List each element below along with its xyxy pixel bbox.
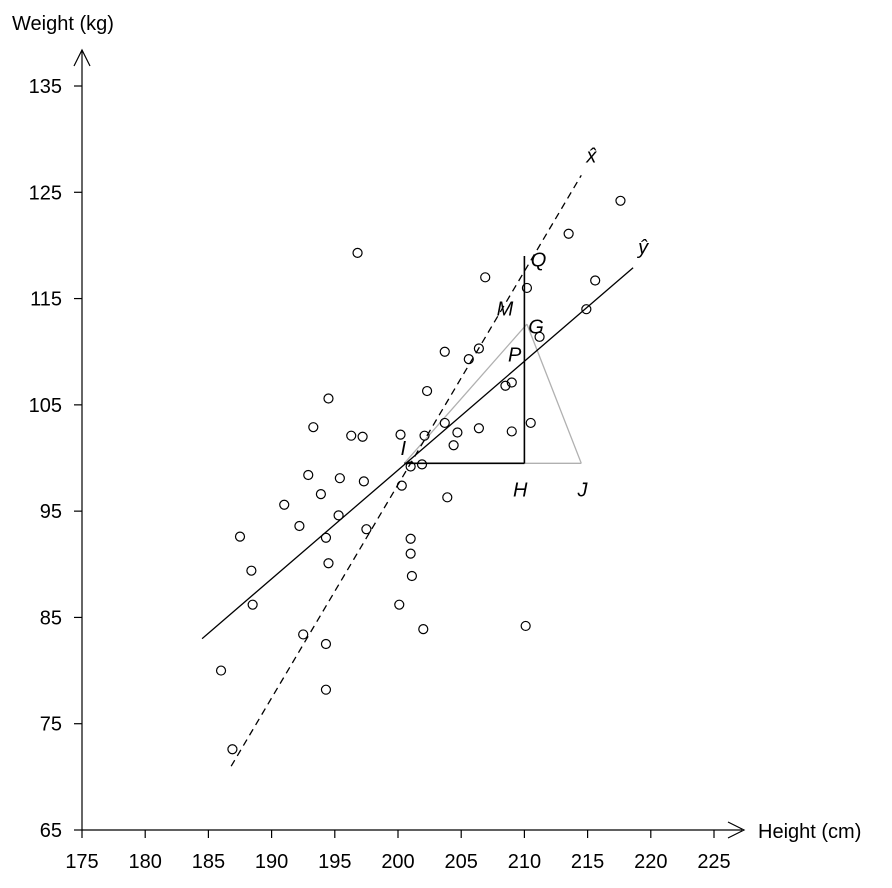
data-point (439, 346, 450, 357)
data-point (473, 423, 484, 434)
x-tick-label: 195 (318, 851, 351, 873)
data-point (418, 624, 429, 635)
data-point (405, 461, 416, 472)
data-point (234, 531, 246, 542)
data-point (419, 430, 430, 441)
data-point (452, 427, 463, 438)
x-tick-label: 185 (192, 851, 225, 873)
axes: Height (cm) Weight (kg) (12, 13, 861, 843)
data-point (416, 459, 428, 470)
y-tick-label: 105 (29, 395, 62, 417)
annotation-label: H (513, 479, 528, 501)
y-tick-label: 75 (40, 714, 62, 736)
x-tick-label: 215 (571, 851, 604, 873)
data-point (303, 469, 314, 481)
data-point (246, 565, 257, 576)
data-point (506, 377, 517, 388)
data-point (463, 354, 474, 365)
regression-lines (201, 174, 634, 767)
data-point (346, 430, 357, 441)
x-tick-label: 220 (634, 851, 667, 873)
data-point (298, 629, 309, 640)
data-point (581, 304, 592, 315)
y-tick-label: 65 (40, 820, 62, 842)
data-point (439, 417, 450, 429)
data-point (448, 440, 459, 451)
data-point (421, 385, 433, 397)
data-point (534, 331, 545, 342)
annotation-label: P (508, 344, 522, 366)
x-tick-label: 200 (381, 851, 414, 873)
data-point (333, 510, 344, 521)
x-tick-label: 175 (65, 851, 98, 873)
data-point (247, 599, 258, 610)
regression-line-x-hat (230, 174, 582, 767)
x-axis-arrow (727, 821, 746, 839)
annotation-label: G (528, 317, 544, 339)
x-tick-label: 205 (445, 851, 478, 873)
annotation-label: x̂ (585, 146, 597, 168)
data-point (323, 393, 334, 404)
data-point (308, 422, 319, 433)
annotation-label: Q (531, 250, 547, 272)
data-point (215, 665, 227, 676)
data-point (358, 476, 369, 487)
data-points (215, 195, 626, 755)
data-point (480, 272, 491, 283)
data-point (334, 473, 345, 484)
data-point (320, 532, 332, 543)
y-tick-label: 125 (29, 182, 62, 204)
x-tick-label: 225 (697, 851, 730, 873)
data-point (590, 275, 601, 286)
data-point (396, 480, 407, 491)
x-tick-label: 210 (508, 851, 541, 873)
y-tick-label: 135 (29, 76, 62, 98)
annotations: Q MGP I H Jx̂ ŷ (401, 146, 650, 502)
y-tick-label: 95 (40, 501, 62, 523)
data-point (227, 744, 238, 755)
x-axis-title: Height (cm) (758, 821, 861, 843)
y-tick-label: 85 (40, 607, 62, 629)
y-tick-label: 115 (30, 289, 62, 311)
data-point (473, 343, 484, 354)
y-ticks: 65 75 85 95 105 115 125 135 (29, 76, 82, 842)
construction-gray-segment (526, 323, 582, 464)
x-tick-label: 190 (255, 851, 288, 873)
data-point (405, 548, 416, 559)
data-point (320, 684, 332, 695)
data-point (279, 499, 290, 510)
data-point (323, 558, 334, 569)
data-point (320, 638, 332, 650)
data-point (525, 417, 536, 429)
data-point (395, 429, 406, 440)
regression-line-y-hat (201, 267, 634, 640)
data-point (442, 492, 453, 503)
y-axis-title: Weight (kg) (12, 13, 114, 35)
data-point (394, 599, 405, 610)
construction-lines (403, 256, 582, 465)
data-point (500, 380, 511, 391)
annotation-label: M (497, 299, 514, 321)
data-point (294, 520, 305, 532)
data-point (615, 195, 626, 206)
data-point (506, 426, 517, 437)
y-axis-arrow (73, 48, 91, 67)
data-point (406, 570, 418, 582)
x-tick-label: 180 (129, 851, 162, 873)
data-point (315, 489, 326, 500)
data-point (563, 228, 574, 239)
annotation-label: J (576, 479, 588, 501)
data-point (520, 620, 531, 632)
data-point (361, 524, 372, 535)
annotation-label: I (401, 438, 407, 460)
data-point (521, 282, 533, 294)
data-point (357, 431, 368, 442)
data-point (405, 533, 416, 544)
annotation-label: ŷ (636, 237, 649, 259)
x-ticks: 175 180 185 190 195 200 205 210 215 220 225 (65, 830, 731, 873)
data-point (352, 247, 363, 258)
